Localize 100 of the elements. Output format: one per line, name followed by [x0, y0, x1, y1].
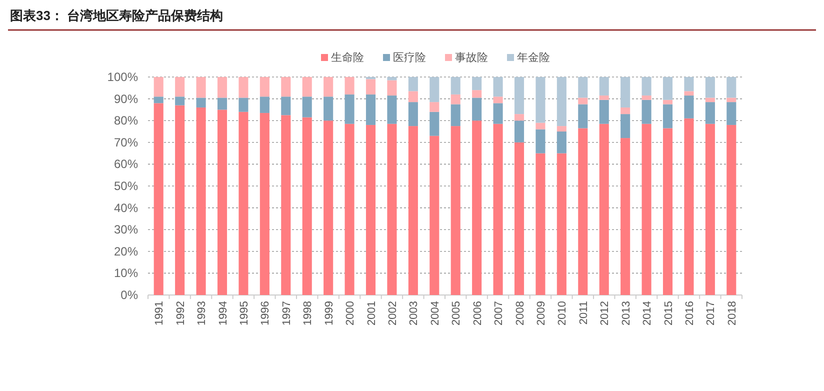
- bar: [238, 98, 248, 112]
- bar: [450, 126, 460, 295]
- x-tick-label: 1997: [280, 301, 293, 326]
- x-tick-label: 1991: [154, 301, 166, 326]
- bar: [684, 96, 694, 118]
- x-tick-label: 2015: [662, 301, 675, 326]
- bar: [493, 77, 503, 97]
- y-tick-label: 0%: [120, 288, 138, 302]
- bar: [578, 104, 588, 128]
- bar: [281, 96, 291, 116]
- bar: [196, 77, 206, 98]
- bar: [302, 77, 312, 97]
- x-tick-label: 2008: [514, 301, 526, 326]
- x-tick-label: 2006: [472, 301, 484, 326]
- bar: [705, 102, 715, 124]
- x-tick-label: 2005: [450, 301, 463, 326]
- x-tick-label: 1999: [323, 301, 336, 326]
- bar: [217, 98, 228, 110]
- bar: [154, 96, 164, 104]
- bar: [175, 96, 185, 106]
- x-tick-label: 2007: [493, 301, 506, 326]
- bar: [578, 98, 588, 104]
- bar: [514, 77, 524, 114]
- x-tick-label: 2001: [366, 301, 378, 326]
- x-tick-label: 1993: [196, 301, 208, 326]
- bar: [556, 77, 566, 126]
- bar: [599, 100, 609, 124]
- bar: [366, 94, 376, 125]
- bar: [620, 77, 630, 108]
- bar: [450, 94, 460, 104]
- bar: [536, 122, 546, 130]
- bar: [175, 77, 185, 97]
- bar: [556, 153, 566, 295]
- chart-title: 图表33： 台湾地区寿险产品保费结构: [10, 8, 224, 23]
- bar: [260, 112, 270, 295]
- bar: [514, 114, 524, 121]
- y-tick-label: 60%: [114, 157, 138, 172]
- bar: [662, 77, 673, 100]
- bar: [578, 77, 588, 98]
- bar: [387, 124, 397, 295]
- bar: [154, 77, 164, 97]
- bar: [238, 77, 248, 98]
- bar: [387, 80, 397, 96]
- bar: [493, 96, 503, 104]
- bar: [556, 126, 566, 132]
- bar: [344, 124, 354, 295]
- x-tick-label: 2012: [599, 301, 612, 326]
- bar: [536, 153, 546, 295]
- bar: [556, 132, 566, 154]
- legend-label: 事故险: [455, 51, 488, 64]
- y-tick-label: 10%: [114, 266, 138, 280]
- bar: [430, 102, 440, 112]
- bar: [260, 96, 270, 113]
- bar: [450, 77, 460, 94]
- bar: [705, 98, 715, 102]
- bar: [536, 77, 546, 123]
- bar: [578, 128, 588, 295]
- bar: [324, 77, 334, 97]
- bar: [324, 120, 334, 295]
- bar: [281, 115, 291, 295]
- y-tick-label: 90%: [114, 92, 138, 106]
- bar: [493, 124, 503, 295]
- x-tick-label: 2010: [556, 301, 569, 326]
- y-tick-label: 80%: [114, 114, 138, 128]
- bar: [430, 112, 440, 136]
- legend-label: 生命险: [331, 51, 364, 64]
- bar: [344, 77, 354, 94]
- bar: [408, 102, 418, 126]
- x-tick-label: 2017: [705, 301, 718, 326]
- x-tick-label: 1998: [302, 301, 314, 326]
- bar: [514, 120, 524, 142]
- bar: [175, 105, 185, 295]
- legend-label: 医疗险: [393, 51, 426, 64]
- bar: [324, 96, 334, 121]
- bar: [154, 103, 164, 295]
- bar: [514, 142, 524, 295]
- bar: [620, 138, 630, 295]
- x-tick-label: 1994: [217, 301, 230, 326]
- bar: [662, 100, 673, 104]
- bar: [472, 90, 482, 98]
- y-tick-label: 70%: [114, 135, 138, 150]
- x-tick-label: 1995: [238, 301, 250, 326]
- bar: [726, 77, 736, 98]
- x-tick-label: 1992: [174, 301, 187, 326]
- bar: [726, 124, 736, 295]
- bar: [196, 98, 206, 108]
- bar: [642, 100, 652, 124]
- bar: [684, 77, 694, 92]
- bar: [217, 77, 228, 98]
- bar: [472, 120, 482, 295]
- x-tick-label: 2018: [726, 301, 738, 326]
- bar: [366, 79, 376, 94]
- x-tick-label: 1996: [260, 301, 272, 326]
- bar: [620, 108, 630, 114]
- y-tick-label: 40%: [114, 200, 138, 215]
- bar: [344, 94, 354, 124]
- x-tick-label: 2016: [684, 301, 696, 326]
- bar: [599, 124, 609, 295]
- y-tick-label: 20%: [114, 244, 138, 258]
- y-tick-label: 50%: [114, 179, 138, 193]
